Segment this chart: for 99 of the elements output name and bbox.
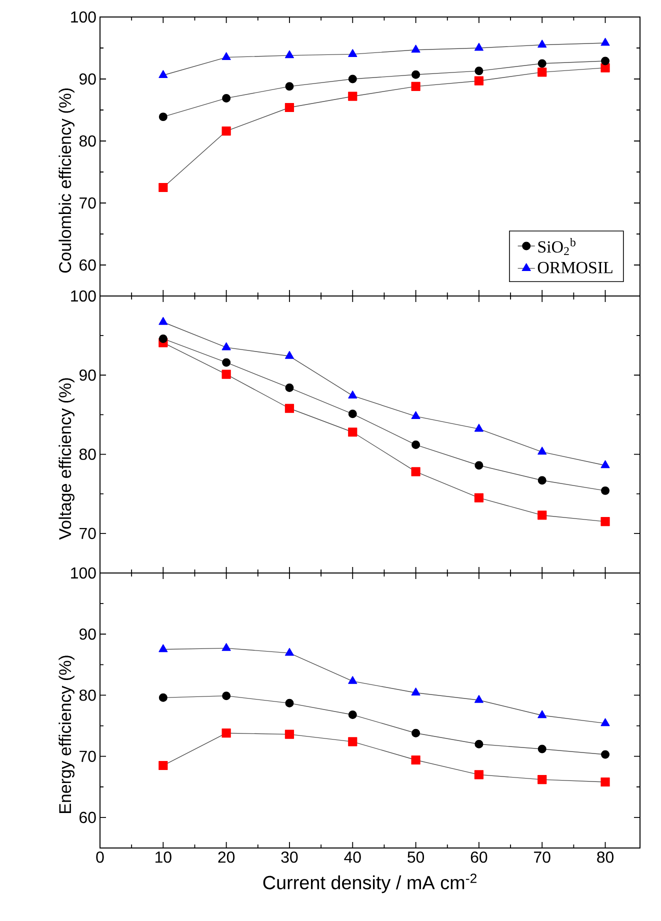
y-tick-label: 100	[71, 290, 96, 302]
x-tick-label: 30	[281, 852, 298, 863]
point	[411, 467, 420, 476]
point	[348, 428, 358, 437]
point	[158, 334, 168, 343]
y-axis-title: Coulombic efficiency (%)	[58, 88, 74, 273]
point	[285, 82, 294, 91]
point	[474, 493, 484, 502]
point	[158, 693, 168, 702]
point	[348, 737, 358, 746]
y-tick-label: 60	[80, 812, 96, 824]
point	[600, 718, 610, 726]
point	[158, 70, 168, 78]
y-axis-title: Voltage efficiency (%)	[58, 378, 74, 540]
point	[412, 440, 420, 450]
point	[474, 76, 484, 86]
point	[474, 42, 484, 51]
point	[538, 59, 546, 68]
point	[222, 728, 231, 738]
point	[284, 730, 294, 739]
x-tick-label: 80	[597, 852, 614, 863]
point	[600, 38, 610, 46]
x-tick-label: 50	[408, 852, 424, 863]
point	[284, 648, 294, 656]
x-axis-title: Current density / mA cm$^{-2}$	[263, 874, 476, 894]
point	[474, 740, 484, 748]
point	[222, 358, 231, 367]
x-tick-label: 0	[96, 852, 104, 863]
y-tick-label: 100	[71, 567, 96, 579]
point	[284, 404, 294, 413]
point	[412, 70, 420, 79]
y-tick-label: 80	[79, 448, 96, 460]
point	[412, 728, 420, 738]
point	[538, 744, 546, 754]
y-tick-label: 90	[80, 628, 96, 640]
point	[284, 350, 294, 359]
point	[222, 643, 231, 651]
point	[158, 182, 168, 192]
legend-label: SiO$_{2}$b	[538, 238, 576, 256]
point	[538, 510, 547, 520]
point	[284, 50, 294, 58]
x-tick-label: 40	[344, 852, 361, 863]
y-tick-label: 70	[80, 197, 96, 209]
point	[474, 66, 484, 76]
y-tick-label: 90	[80, 73, 96, 85]
y-tick-label: 80	[79, 135, 96, 147]
point	[601, 750, 610, 759]
y-tick-label: 90	[80, 370, 96, 381]
point	[600, 777, 610, 787]
point	[158, 644, 168, 652]
point	[222, 126, 231, 136]
point	[348, 710, 357, 720]
point	[348, 49, 358, 57]
point	[348, 410, 357, 418]
point	[538, 68, 547, 77]
x-tick-label: 70	[534, 852, 550, 863]
point	[222, 342, 231, 350]
point	[285, 698, 294, 708]
point	[222, 94, 231, 102]
point	[411, 755, 420, 765]
point	[222, 52, 231, 60]
y-tick-label: 70	[80, 750, 96, 762]
y-tick-label: 70	[80, 528, 96, 540]
x-tick-label: 60	[470, 852, 488, 863]
y-tick-label: 80	[79, 690, 96, 701]
point	[158, 316, 168, 325]
point	[601, 56, 610, 66]
point	[348, 74, 357, 84]
point	[600, 460, 610, 468]
legend-label: ORMOSIL	[538, 262, 612, 274]
point	[158, 760, 168, 770]
point	[538, 40, 547, 48]
y-tick-label: 60	[80, 259, 96, 271]
point	[538, 476, 546, 485]
point	[411, 688, 420, 696]
point	[348, 676, 358, 684]
point	[222, 370, 231, 379]
point	[601, 486, 610, 495]
point	[411, 44, 420, 53]
y-tick-label: 100	[71, 11, 96, 23]
point	[348, 390, 358, 398]
point	[411, 82, 420, 91]
point	[348, 92, 358, 101]
point	[600, 517, 610, 526]
point	[222, 692, 231, 700]
point	[284, 102, 294, 112]
point	[411, 411, 420, 420]
point	[538, 775, 547, 784]
point	[538, 446, 547, 455]
point	[158, 112, 168, 122]
point	[474, 424, 484, 432]
x-tick-label: 10	[156, 852, 172, 863]
point	[285, 384, 294, 392]
point	[474, 770, 484, 780]
point	[474, 461, 484, 470]
y-axis-title: Energy efficiency (%)	[58, 656, 74, 813]
x-tick-label: 20	[218, 852, 235, 863]
point	[538, 710, 547, 718]
point	[474, 694, 484, 703]
